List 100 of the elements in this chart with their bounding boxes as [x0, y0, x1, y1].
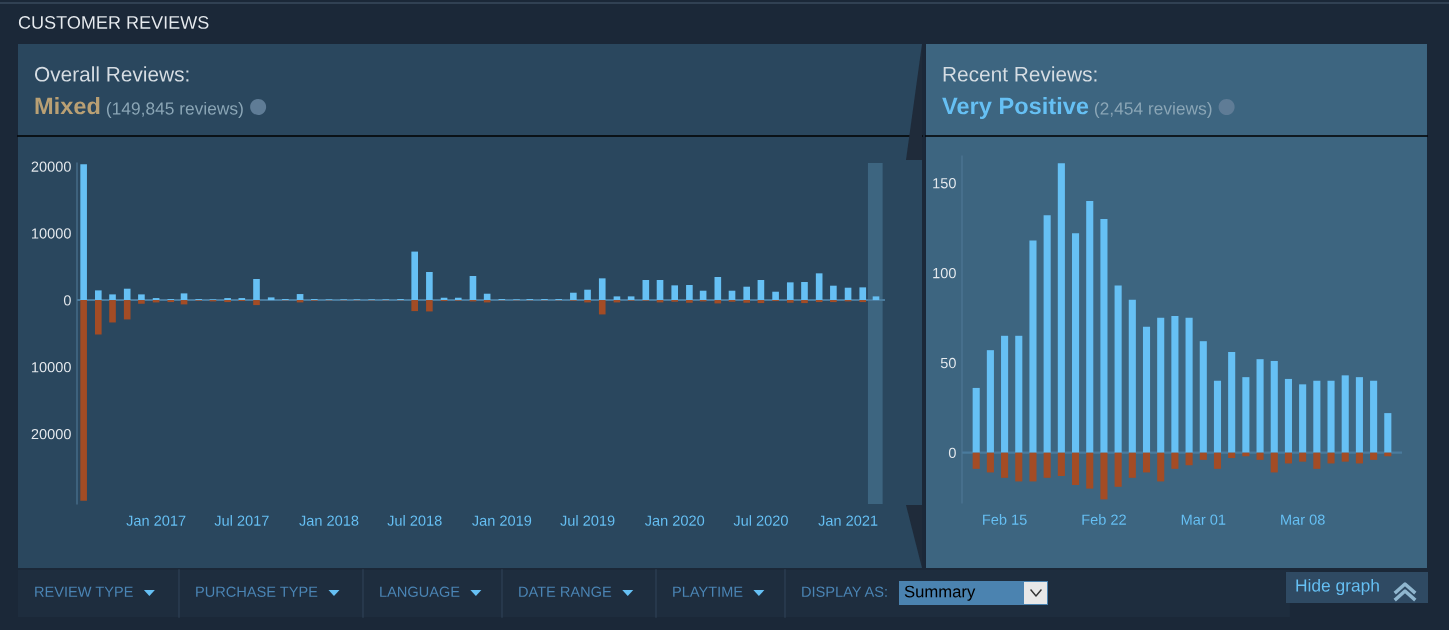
bar [1199, 341, 1207, 453]
bar [1228, 351, 1236, 453]
bar [253, 279, 260, 301]
bar [180, 293, 188, 301]
bar [815, 273, 823, 301]
bar [1313, 380, 1321, 453]
bar [123, 300, 131, 320]
bar [1228, 452, 1236, 459]
bar [1157, 317, 1165, 453]
bar [1171, 316, 1179, 453]
bar [613, 296, 621, 301]
chart-subtitle: Mixed [35, 97, 100, 115]
bar [627, 296, 635, 301]
bar [986, 452, 994, 473]
bar [1185, 317, 1193, 453]
bar [296, 294, 304, 301]
bar [1284, 452, 1292, 464]
bar [1001, 452, 1009, 478]
bar [138, 294, 145, 301]
text: DATE RANGE [519, 586, 612, 597]
bar [1100, 218, 1108, 453]
bar [1185, 452, 1193, 466]
bar [830, 285, 837, 301]
bar [1086, 452, 1094, 489]
bar [570, 292, 577, 301]
bar [109, 300, 116, 323]
bar [859, 287, 867, 301]
bar [1015, 452, 1023, 482]
bar [1001, 335, 1009, 453]
bar [426, 271, 433, 301]
x-tick-label: Jul 2018 [387, 515, 442, 526]
y-tick-label: 0 [948, 447, 956, 459]
y-tick-label: 20000 [31, 161, 71, 172]
bar [1015, 335, 1023, 453]
bar [1043, 215, 1051, 453]
bar [1270, 452, 1278, 473]
bar [1355, 452, 1363, 464]
bar [1299, 384, 1307, 453]
bar [686, 300, 693, 303]
x-tick-label: Jul 2019 [560, 515, 615, 526]
bar [772, 291, 779, 301]
bar [1199, 452, 1207, 460]
y-tick-label: 0 [63, 295, 71, 306]
bar [1341, 452, 1349, 462]
bar [757, 300, 765, 304]
bar [80, 300, 87, 501]
bar [426, 300, 433, 312]
bar [1057, 452, 1065, 477]
x-tick-label: Jan 2021 [818, 515, 878, 526]
bar [95, 300, 102, 335]
bar [757, 280, 765, 301]
bar [1142, 326, 1151, 453]
chart-title: Recent Reviews: [943, 66, 1097, 82]
text: Summary [904, 585, 976, 601]
bar [1072, 233, 1080, 453]
bar [80, 164, 87, 301]
x-tick-label: Jan 2019 [472, 515, 532, 526]
bar [411, 251, 419, 301]
y-tick-label: 10000 [32, 228, 71, 239]
bar [671, 285, 679, 301]
bar [253, 300, 260, 306]
bar [1313, 452, 1321, 469]
text: REVIEW TYPE [35, 586, 133, 597]
bar [972, 387, 980, 453]
x-tick-label: Jan 2020 [644, 515, 705, 526]
bar [686, 285, 693, 301]
x-tick-label: Jan 2017 [126, 515, 186, 526]
x-tick-label: Mar 01 [1181, 514, 1226, 525]
bar [743, 286, 751, 301]
bar [714, 277, 722, 301]
bar [469, 276, 477, 301]
bar [1370, 380, 1378, 453]
text: CUSTOMER REVIEWS [18, 16, 209, 29]
x-tick-label: Mar 08 [1281, 514, 1325, 525]
bar [1157, 452, 1165, 482]
bar [138, 300, 145, 304]
chart-title: Overall Reviews: [34, 66, 189, 82]
bar [656, 280, 664, 301]
bar [972, 452, 980, 469]
bar [986, 350, 994, 453]
bar [801, 300, 808, 304]
bar [786, 282, 794, 301]
chart-subtitle: Very Positive [942, 97, 1089, 120]
bar [1043, 452, 1051, 478]
text: (149,845 reviews) [106, 101, 243, 119]
x-tick-label: Jul 2020 [733, 515, 788, 526]
bar [1171, 452, 1179, 469]
x-tick-label: Feb 22 [1082, 514, 1126, 525]
bar [95, 290, 102, 301]
bar [1114, 452, 1122, 487]
bar [1284, 378, 1292, 453]
bar [815, 300, 823, 303]
bar [1100, 452, 1108, 500]
bar [1299, 452, 1307, 462]
y-tick-label: 100 [933, 267, 956, 279]
bar [1072, 452, 1080, 486]
bar [1213, 380, 1222, 453]
bar [1128, 299, 1136, 453]
text: LANGUAGE [380, 586, 460, 597]
y-tick-label: 20000 [31, 428, 71, 440]
